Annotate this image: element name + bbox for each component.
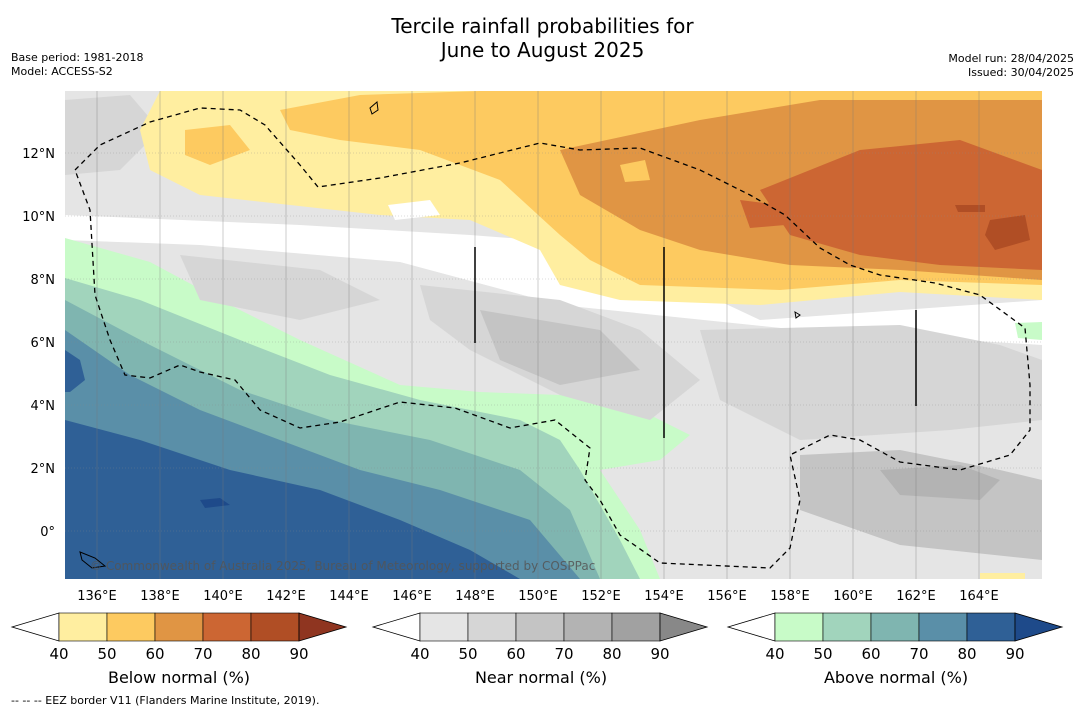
lon-label: 152°E (581, 589, 621, 604)
lat-label: 10°N (22, 210, 55, 225)
lon-label: 146°E (392, 589, 432, 604)
colorbar-tick-label: 70 (554, 645, 573, 663)
colorbar-tick-label: 90 (650, 645, 669, 663)
colorbar-tick-label: 80 (957, 645, 976, 663)
latitude-labels: 12°N 10°N 8°N 6°N 4°N 2°N 0° (22, 147, 55, 540)
colorbar-tick-label: 60 (506, 645, 525, 663)
colorbar-segment (202, 612, 252, 642)
colorbar-segment (58, 612, 108, 642)
model-name: Model: ACCESS-S2 (11, 65, 113, 78)
colorbar-segment (106, 612, 156, 642)
colorbar-segment (774, 612, 824, 642)
base-period-info: Base period: 1981-2018 Model: ACCESS-S2 (11, 51, 143, 79)
colorbar-tick-label: 50 (813, 645, 832, 663)
lon-label: 138°E (140, 589, 180, 604)
colorbar-extend-low (371, 612, 421, 642)
colorbar-extend-low (726, 612, 776, 642)
lon-label: 160°E (833, 589, 873, 604)
colorbar-tick-label: 90 (289, 645, 308, 663)
colorbar-segment (870, 612, 920, 642)
colorbar-tick-label: 90 (1005, 645, 1024, 663)
lon-label: 142°E (266, 589, 306, 604)
colorbar-segment (154, 612, 204, 642)
colorbar-segment (822, 612, 872, 642)
colorbar-tick-label: 40 (410, 645, 429, 663)
lat-label: 12°N (22, 147, 55, 162)
lon-label: 136°E (77, 589, 117, 604)
colorbar-segment (515, 612, 565, 642)
lon-label: 150°E (518, 589, 558, 604)
below-normal-label: Below normal (%) (107, 668, 251, 687)
eez-border (74, 107, 1031, 569)
lat-label: 2°N (31, 462, 56, 477)
near-normal-label: Near normal (%) (474, 668, 608, 687)
probability-field (65, 91, 1042, 579)
colorbar-tick-label: 60 (861, 645, 880, 663)
lat-label: 8°N (31, 273, 56, 288)
colorbar-tick-label: 70 (193, 645, 212, 663)
boundary-lines (474, 247, 917, 438)
colorbar-extend-high (298, 612, 348, 642)
colorbar-segment (467, 612, 517, 642)
longitude-labels: 136°E 138°E 140°E 142°E 144°E 146°E 148°… (77, 589, 999, 604)
issued-date: Issued: 30/04/2025 (967, 66, 1074, 79)
above-normal-label: Above normal (%) (823, 668, 969, 687)
colorbar-tick-label: 80 (602, 645, 621, 663)
copyright-text: © Commonwealth of Australia 2025, Bureau… (90, 559, 595, 573)
lon-label: 162°E (896, 589, 936, 604)
lon-label: 140°E (203, 589, 243, 604)
colorbar-segment (918, 612, 968, 642)
base-period: Base period: 1981-2018 (11, 51, 144, 64)
colorbar-tick-label: 40 (49, 645, 68, 663)
eez-footnote: -- -- -- EEZ border V11 (Flanders Marine… (11, 694, 320, 707)
colorbar-extend-high (1014, 612, 1064, 642)
gridlines (65, 152, 1042, 532)
lat-label: 4°N (31, 399, 56, 414)
title-line-1: Tercile rainfall probabilities for (391, 14, 694, 38)
colorbar-tick-label: 50 (458, 645, 477, 663)
colorbars: 40 50 60 70 80 90 40 50 60 70 80 90 40 50 60 70 80 90 (10, 612, 1064, 663)
colorbar-extend-low (10, 612, 60, 642)
lat-label: 6°N (31, 336, 56, 351)
lon-label: 148°E (455, 589, 495, 604)
colorbar-extend-high (659, 612, 709, 642)
map-title: Tercile rainfall probabilities for June … (0, 14, 1085, 62)
run-info: Model run: 28/04/2025 Issued: 30/04/2025 (948, 52, 1074, 80)
colorbar-tick-label: 60 (145, 645, 164, 663)
colorbar-segment (563, 612, 613, 642)
lon-label: 164°E (959, 589, 999, 604)
colorbar-tick-label: 80 (241, 645, 260, 663)
colorbar-segment (250, 612, 300, 642)
colorbar-segment (419, 612, 469, 642)
colorbar-tick-label: 50 (97, 645, 116, 663)
lon-label: 158°E (770, 589, 810, 604)
lon-label: 154°E (644, 589, 684, 604)
colorbar-tick-label: 40 (765, 645, 784, 663)
title-line-2: June to August 2025 (440, 38, 645, 62)
lon-label: 144°E (329, 589, 369, 604)
lon-label: 156°E (707, 589, 747, 604)
islands (79, 101, 801, 569)
colorbar-segment (966, 612, 1016, 642)
colorbar-segment (611, 612, 661, 642)
colorbar-tick-label: 70 (909, 645, 928, 663)
model-run-date: Model run: 28/04/2025 (948, 52, 1074, 65)
lat-label: 0° (40, 525, 55, 540)
